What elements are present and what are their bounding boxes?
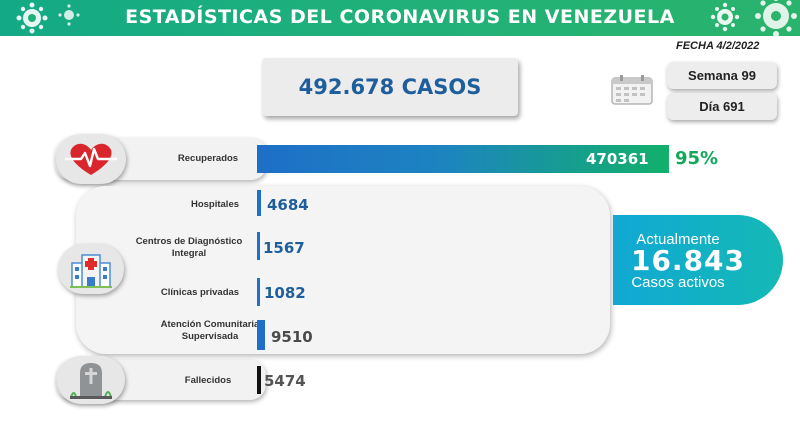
- deaths-value: 5474: [264, 372, 306, 390]
- calendar-icon: [611, 75, 653, 105]
- page-title: ESTADÍSTICAS DEL CORONAVIRUS EN VENEZUEL…: [125, 6, 675, 28]
- atencion-value: 9510: [271, 328, 313, 346]
- virus-icon: [710, 2, 740, 32]
- hospital-icon-circle: [58, 244, 124, 294]
- virus-icon: [58, 4, 80, 26]
- gravestone-icon: [70, 363, 112, 399]
- cdi-value: 1567: [263, 239, 305, 257]
- hospitales-bar: [257, 190, 261, 216]
- atencion-bar: [257, 320, 265, 350]
- virus-icon: [755, 0, 797, 36]
- cdi-label: Centros de Diagnóstico Integral: [135, 236, 243, 259]
- total-cases-box: 492.678 CASOS: [262, 58, 518, 116]
- hospitales-value: 4684: [267, 196, 309, 214]
- header-banner: ESTADÍSTICAS DEL CORONAVIRUS EN VENEZUEL…: [0, 0, 800, 36]
- recovered-percent: 95%: [675, 148, 719, 169]
- hospital-icon: [70, 254, 112, 288]
- recovered-label: Recuperados: [177, 153, 239, 164]
- deaths-bar: [257, 366, 261, 394]
- week-badge: Semana 99: [667, 62, 777, 89]
- clinicas-label: Clínicas privadas: [160, 287, 240, 298]
- clinicas-bar: [257, 278, 260, 306]
- date-label: FECHA 4/2/2022: [676, 40, 760, 52]
- deaths-label: Fallecidos: [184, 375, 232, 386]
- hospitalization-box: [76, 186, 610, 354]
- active-cases-line1: Actualmente: [636, 231, 720, 248]
- recovered-bar: [257, 145, 669, 173]
- active-cases-value: 16.843: [630, 244, 746, 277]
- deaths-icon-circle: [57, 356, 125, 404]
- heart-pulse-icon: [65, 143, 117, 175]
- recovered-value: 470361: [586, 150, 649, 168]
- total-cases: 492.678 CASOS: [298, 75, 482, 99]
- hospitales-label: Hospitales: [190, 199, 240, 210]
- active-cases-panel: Actualmente 16.843 Casos activos: [613, 215, 783, 305]
- virus-icon: [16, 2, 48, 34]
- cdi-bar: [257, 232, 260, 260]
- recovered-icon-circle: [56, 134, 126, 184]
- atencion-label: Atención Comunitaria Supervisada: [160, 319, 260, 342]
- clinicas-value: 1082: [264, 284, 306, 302]
- active-cases-line2: Casos activos: [631, 274, 725, 291]
- day-badge: Día 691: [667, 93, 777, 120]
